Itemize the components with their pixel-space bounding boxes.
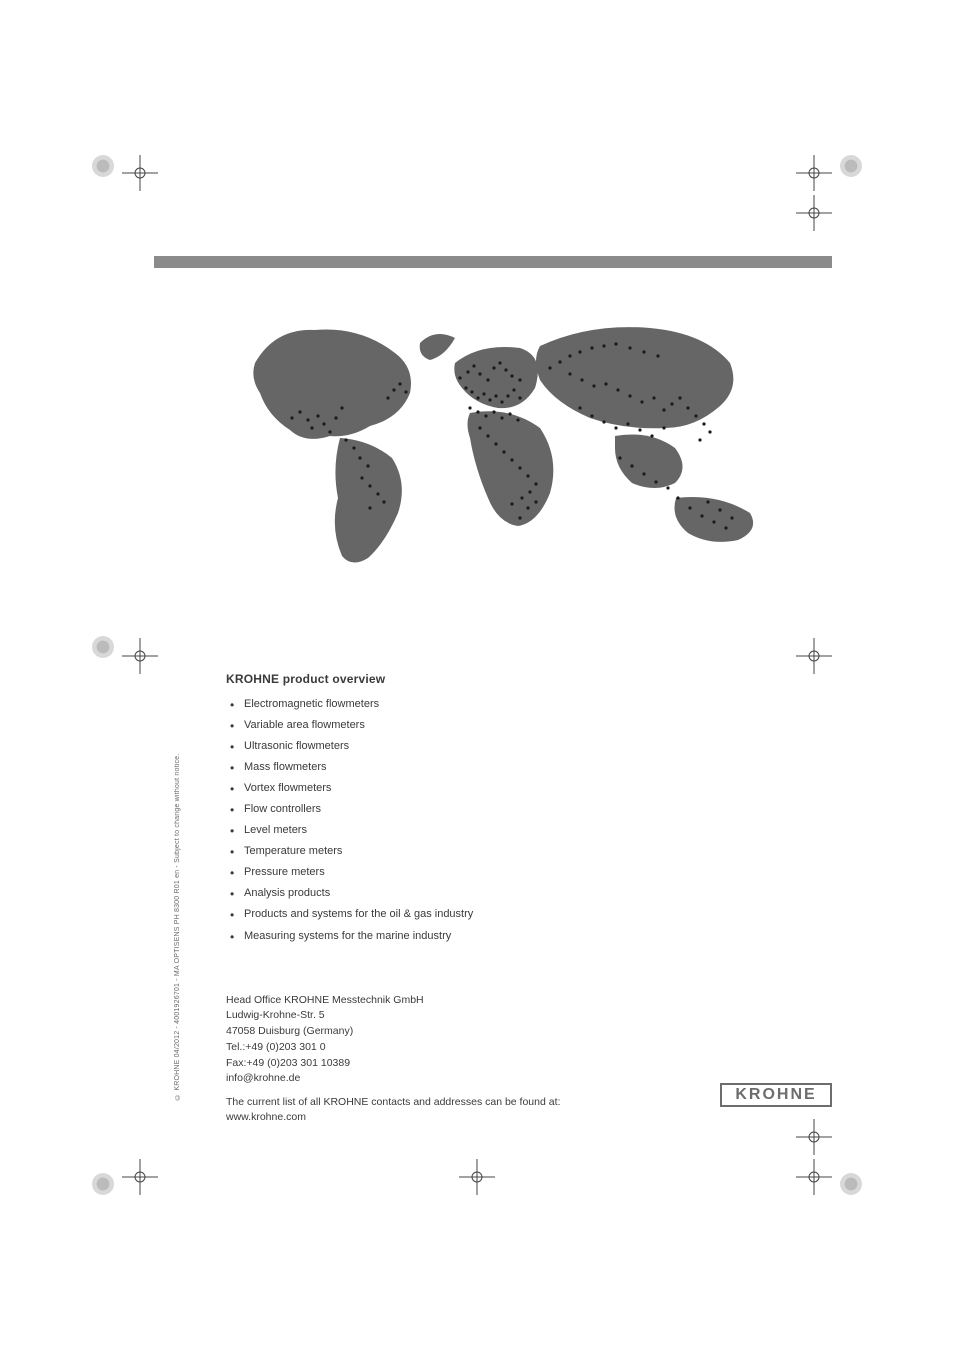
address-block: Head Office KROHNE Messtechnik GmbH Ludw… bbox=[226, 993, 786, 1088]
list-item: Mass flowmeters bbox=[226, 759, 786, 776]
crop-mark-icon bbox=[796, 638, 832, 674]
crop-mark-icon bbox=[122, 1159, 158, 1195]
list-item: Products and systems for the oil & gas i… bbox=[226, 906, 786, 923]
address-line: 47058 Duisburg (Germany) bbox=[226, 1024, 786, 1040]
footer-note-line: The current list of all KROHNE contacts … bbox=[226, 1095, 786, 1110]
list-item: Electromagnetic flowmeters bbox=[226, 696, 786, 713]
list-item: Measuring systems for the marine industr… bbox=[226, 928, 786, 945]
registration-dot bbox=[92, 155, 114, 177]
header-bar bbox=[154, 256, 832, 268]
crop-mark-icon bbox=[459, 1159, 495, 1195]
product-list: Electromagnetic flowmeters Variable area… bbox=[226, 696, 786, 945]
list-item: Analysis products bbox=[226, 885, 786, 902]
address-line: info@krohne.de bbox=[226, 1071, 786, 1087]
list-item: Temperature meters bbox=[226, 843, 786, 860]
registration-dot bbox=[92, 1173, 114, 1195]
address-line: Head Office KROHNE Messtechnik GmbH bbox=[226, 993, 786, 1009]
world-map bbox=[220, 308, 790, 588]
crop-mark-icon bbox=[796, 1119, 832, 1155]
list-item: Level meters bbox=[226, 822, 786, 839]
registration-dot bbox=[840, 1173, 862, 1195]
brand-logo-text: KROHNE bbox=[735, 1086, 816, 1103]
crop-mark-icon bbox=[796, 1159, 832, 1195]
document-page: © KROHNE 04/2012 - 4001926701 - MA OPTIS… bbox=[0, 0, 954, 1350]
crop-mark-icon bbox=[796, 155, 832, 191]
footer-note-line: www.krohne.com bbox=[226, 1110, 786, 1125]
address-line: Tel.:+49 (0)203 301 0 bbox=[226, 1040, 786, 1056]
list-item: Variable area flowmeters bbox=[226, 717, 786, 734]
footer-note: The current list of all KROHNE contacts … bbox=[226, 1095, 786, 1125]
content-block: KROHNE product overview Electromagnetic … bbox=[226, 672, 786, 1126]
crop-mark-icon bbox=[122, 638, 158, 674]
registration-dot bbox=[92, 636, 114, 658]
crop-mark-icon bbox=[122, 155, 158, 191]
list-item: Pressure meters bbox=[226, 864, 786, 881]
crop-mark-icon bbox=[796, 195, 832, 231]
section-heading: KROHNE product overview bbox=[226, 672, 786, 686]
list-item: Ultrasonic flowmeters bbox=[226, 738, 786, 755]
copyright-vertical: © KROHNE 04/2012 - 4001926701 - MA OPTIS… bbox=[174, 730, 186, 1100]
registration-dot bbox=[840, 155, 862, 177]
list-item: Flow controllers bbox=[226, 801, 786, 818]
address-line: Ludwig-Krohne-Str. 5 bbox=[226, 1008, 786, 1024]
address-line: Fax:+49 (0)203 301 10389 bbox=[226, 1056, 786, 1072]
brand-logo: KROHNE bbox=[720, 1083, 832, 1107]
list-item: Vortex flowmeters bbox=[226, 780, 786, 797]
